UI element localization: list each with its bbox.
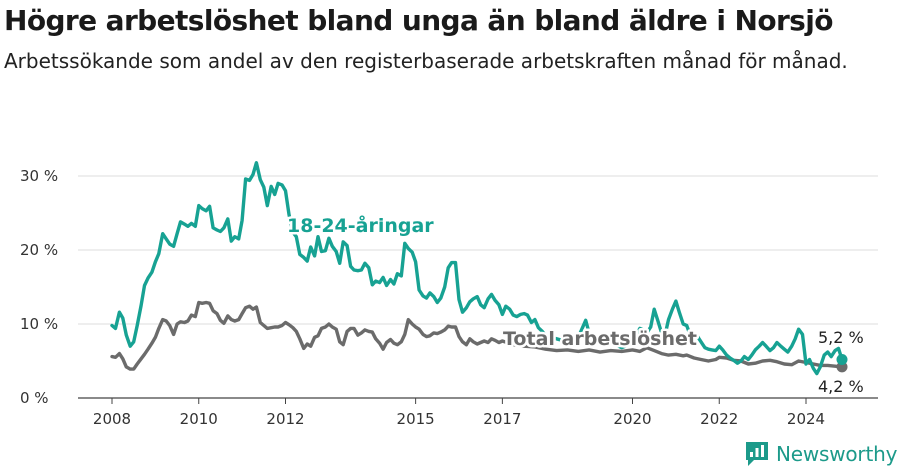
- youth-series-line: [110, 161, 844, 376]
- newsworthy-logo[interactable]: Newsworthy: [745, 441, 897, 467]
- chart-subtitle: Arbetssökande som andel av den registerb…: [4, 49, 848, 73]
- chart-title: Högre arbetslöshet bland unga än bland ä…: [4, 4, 833, 37]
- x-tick-label: 2022: [700, 410, 738, 428]
- x-tick-label: 2017: [483, 410, 521, 428]
- axis-layer: 0 % 10 % 20 % 30 % 2008 2010 2012 2015 2017 2020 2…: [20, 167, 825, 428]
- total-series-label: Total arbetslöshet: [503, 328, 697, 350]
- youth-end-label: 5,2 %: [818, 328, 864, 347]
- y-tick-label: 20 %: [20, 241, 58, 259]
- y-tick-label: 30 %: [20, 167, 58, 185]
- y-tick-label: 10 %: [20, 315, 58, 333]
- total-series-line: [110, 300, 844, 371]
- newsworthy-logo-icon: [746, 442, 768, 466]
- youth-series-label: 18-24-åringar: [287, 213, 434, 237]
- brand-name: Newsworthy: [776, 442, 898, 466]
- label-layer: 18-24-åringar Total arbetslöshet 5,2 % 4,2 …: [285, 211, 864, 397]
- grid-layer: [78, 175, 878, 399]
- x-tick-label: 2010: [180, 410, 218, 428]
- x-tick-label: 2008: [93, 410, 131, 428]
- y-tick-label: 0 %: [20, 389, 49, 407]
- youth-end-point: [836, 354, 848, 366]
- x-tick-label: 2024: [787, 410, 825, 428]
- series-layer: [110, 161, 848, 376]
- x-tick-label: 2020: [613, 410, 651, 428]
- x-tick-label: 2015: [397, 410, 435, 428]
- x-tick-label: 2012: [266, 410, 304, 428]
- total-end-label: 4,2 %: [818, 377, 864, 396]
